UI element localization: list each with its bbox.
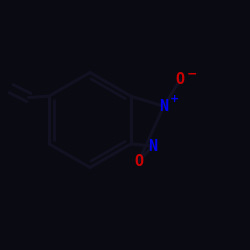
Text: −: − (187, 67, 197, 80)
Text: +: + (170, 94, 179, 104)
Text: N: N (159, 99, 168, 114)
Text: O: O (176, 72, 184, 88)
Text: N: N (148, 139, 157, 154)
Text: O: O (134, 154, 143, 169)
